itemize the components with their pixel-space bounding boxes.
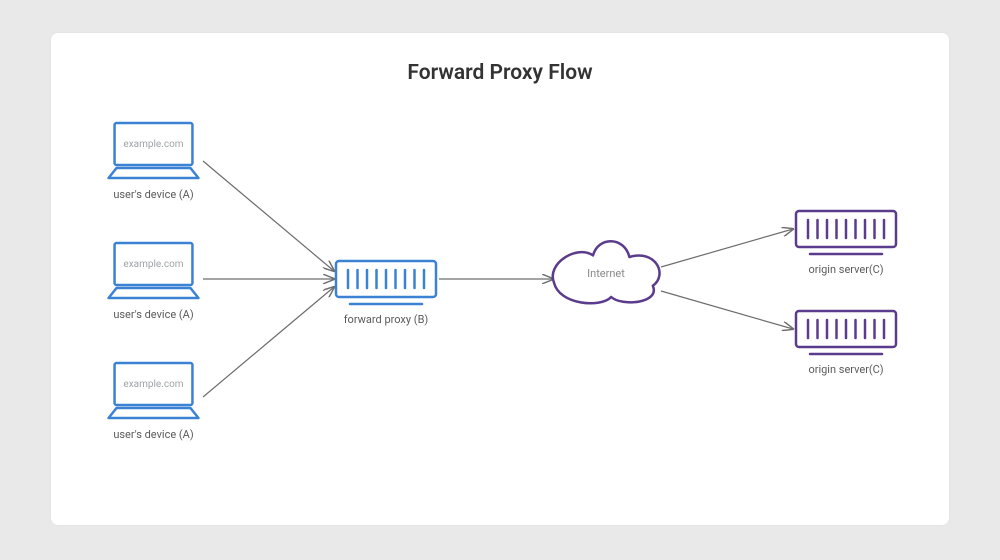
svg-text:user's device (A): user's device (A) — [113, 188, 194, 201]
svg-text:Internet: Internet — [587, 267, 625, 280]
svg-text:origin server(C): origin server(C) — [808, 363, 883, 376]
diagram-card: Forward Proxy Flow example.comuser's dev… — [50, 32, 950, 526]
svg-text:example.com: example.com — [123, 139, 183, 150]
svg-text:user's device (A): user's device (A) — [113, 428, 194, 441]
svg-text:user's device (A): user's device (A) — [113, 308, 194, 321]
diagram-svg: example.com user's device (A) example.com u… — [51, 33, 951, 527]
svg-text:forward proxy (B): forward proxy (B) — [344, 313, 429, 326]
svg-text:example.com: example.com — [123, 379, 183, 390]
svg-text:example.com: example.com — [123, 259, 183, 270]
svg-text:origin server(C): origin server(C) — [808, 263, 883, 276]
